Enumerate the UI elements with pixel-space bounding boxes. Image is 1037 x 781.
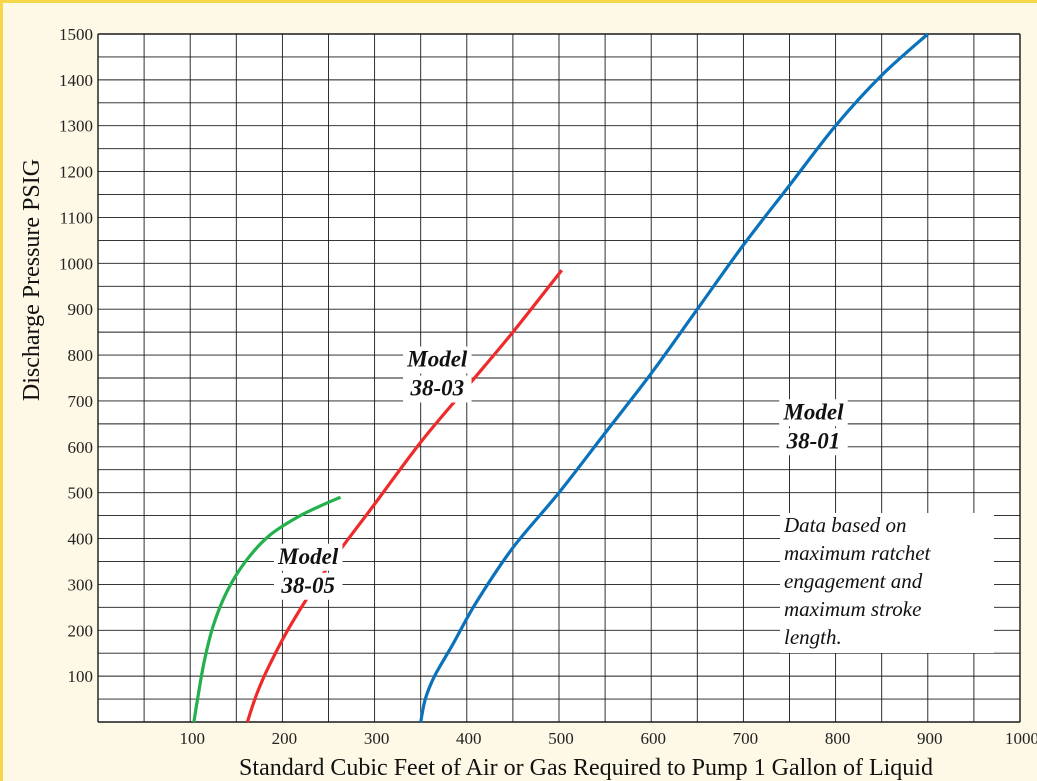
y-tick-label: 400: [68, 530, 94, 549]
series-label-line: Model: [782, 399, 844, 424]
x-tick-label: 300: [364, 729, 390, 748]
x-axis-label: Standard Cubic Feet of Air or Gas Requir…: [239, 755, 933, 781]
note-line: maximum ratchet: [784, 541, 932, 565]
series-label-line: Model: [277, 544, 339, 569]
series-label-bg: [779, 399, 848, 427]
data-note: Data based on maximum ratchet engagement a…: [780, 513, 994, 653]
x-tick-label: 1000: [1005, 729, 1037, 748]
x-tick-label: 600: [640, 729, 666, 748]
series-label-line: Model: [406, 347, 468, 372]
y-tick-label: 1300: [59, 117, 93, 136]
y-tick-label: 600: [68, 438, 94, 457]
series-labels: Model 38-05 Model 38-03 Model 38-01: [273, 346, 848, 600]
y-axis-label: Discharge Pressure PSIG: [19, 159, 45, 401]
series-line-model-38-01: [419, 32, 929, 723]
series-label-line: 38-01: [786, 428, 841, 453]
note-line: length.: [784, 625, 842, 649]
series-label-line: 38-05: [280, 573, 335, 598]
y-tick-label: 100: [68, 667, 94, 686]
y-tick-label: 1200: [59, 163, 93, 182]
x-tick-label: 900: [917, 729, 943, 748]
x-tick-label: 500: [548, 729, 574, 748]
x-tick-label: 800: [825, 729, 851, 748]
series-lines: [192, 32, 929, 723]
x-tick-label: 200: [272, 729, 298, 748]
series-label-line: 38-03: [409, 376, 464, 401]
series-label-bg: [273, 572, 343, 600]
note-line: maximum stroke: [784, 597, 921, 621]
y-tick-label: 500: [68, 484, 94, 503]
y-tick-label: 1500: [59, 25, 93, 44]
series-label-bg: [273, 543, 343, 571]
note-bg: [780, 513, 994, 653]
series-line-model-38-05: [192, 495, 342, 723]
series-label-bg: [403, 346, 472, 374]
y-tick-label: 700: [68, 392, 94, 411]
y-tick-label: 200: [68, 621, 94, 640]
series-line-model-38-03: [245, 269, 564, 723]
note-line: engagement and: [784, 569, 923, 593]
x-tick-label: 400: [456, 729, 482, 748]
y-tick-label: 1400: [59, 71, 93, 90]
note-line: Data based on: [783, 513, 907, 537]
x-tick-label: 700: [733, 729, 759, 748]
y-tick-label: 1100: [60, 208, 93, 227]
y-tick-label: 300: [68, 575, 94, 594]
series-label-bg: [403, 375, 472, 403]
x-tick-label: 100: [179, 729, 205, 748]
x-tick-labels: 100 200 300 400 500 600 700 800 900 1000: [179, 729, 1037, 748]
y-tick-labels: 100 200 300 400 500 600 700 800 900 1000 1100 1200 1…: [59, 25, 93, 686]
y-tick-label: 800: [68, 346, 94, 365]
y-tick-label: 900: [68, 300, 94, 319]
series-label-bg: [779, 428, 848, 456]
y-tick-label: 1000: [59, 254, 93, 273]
